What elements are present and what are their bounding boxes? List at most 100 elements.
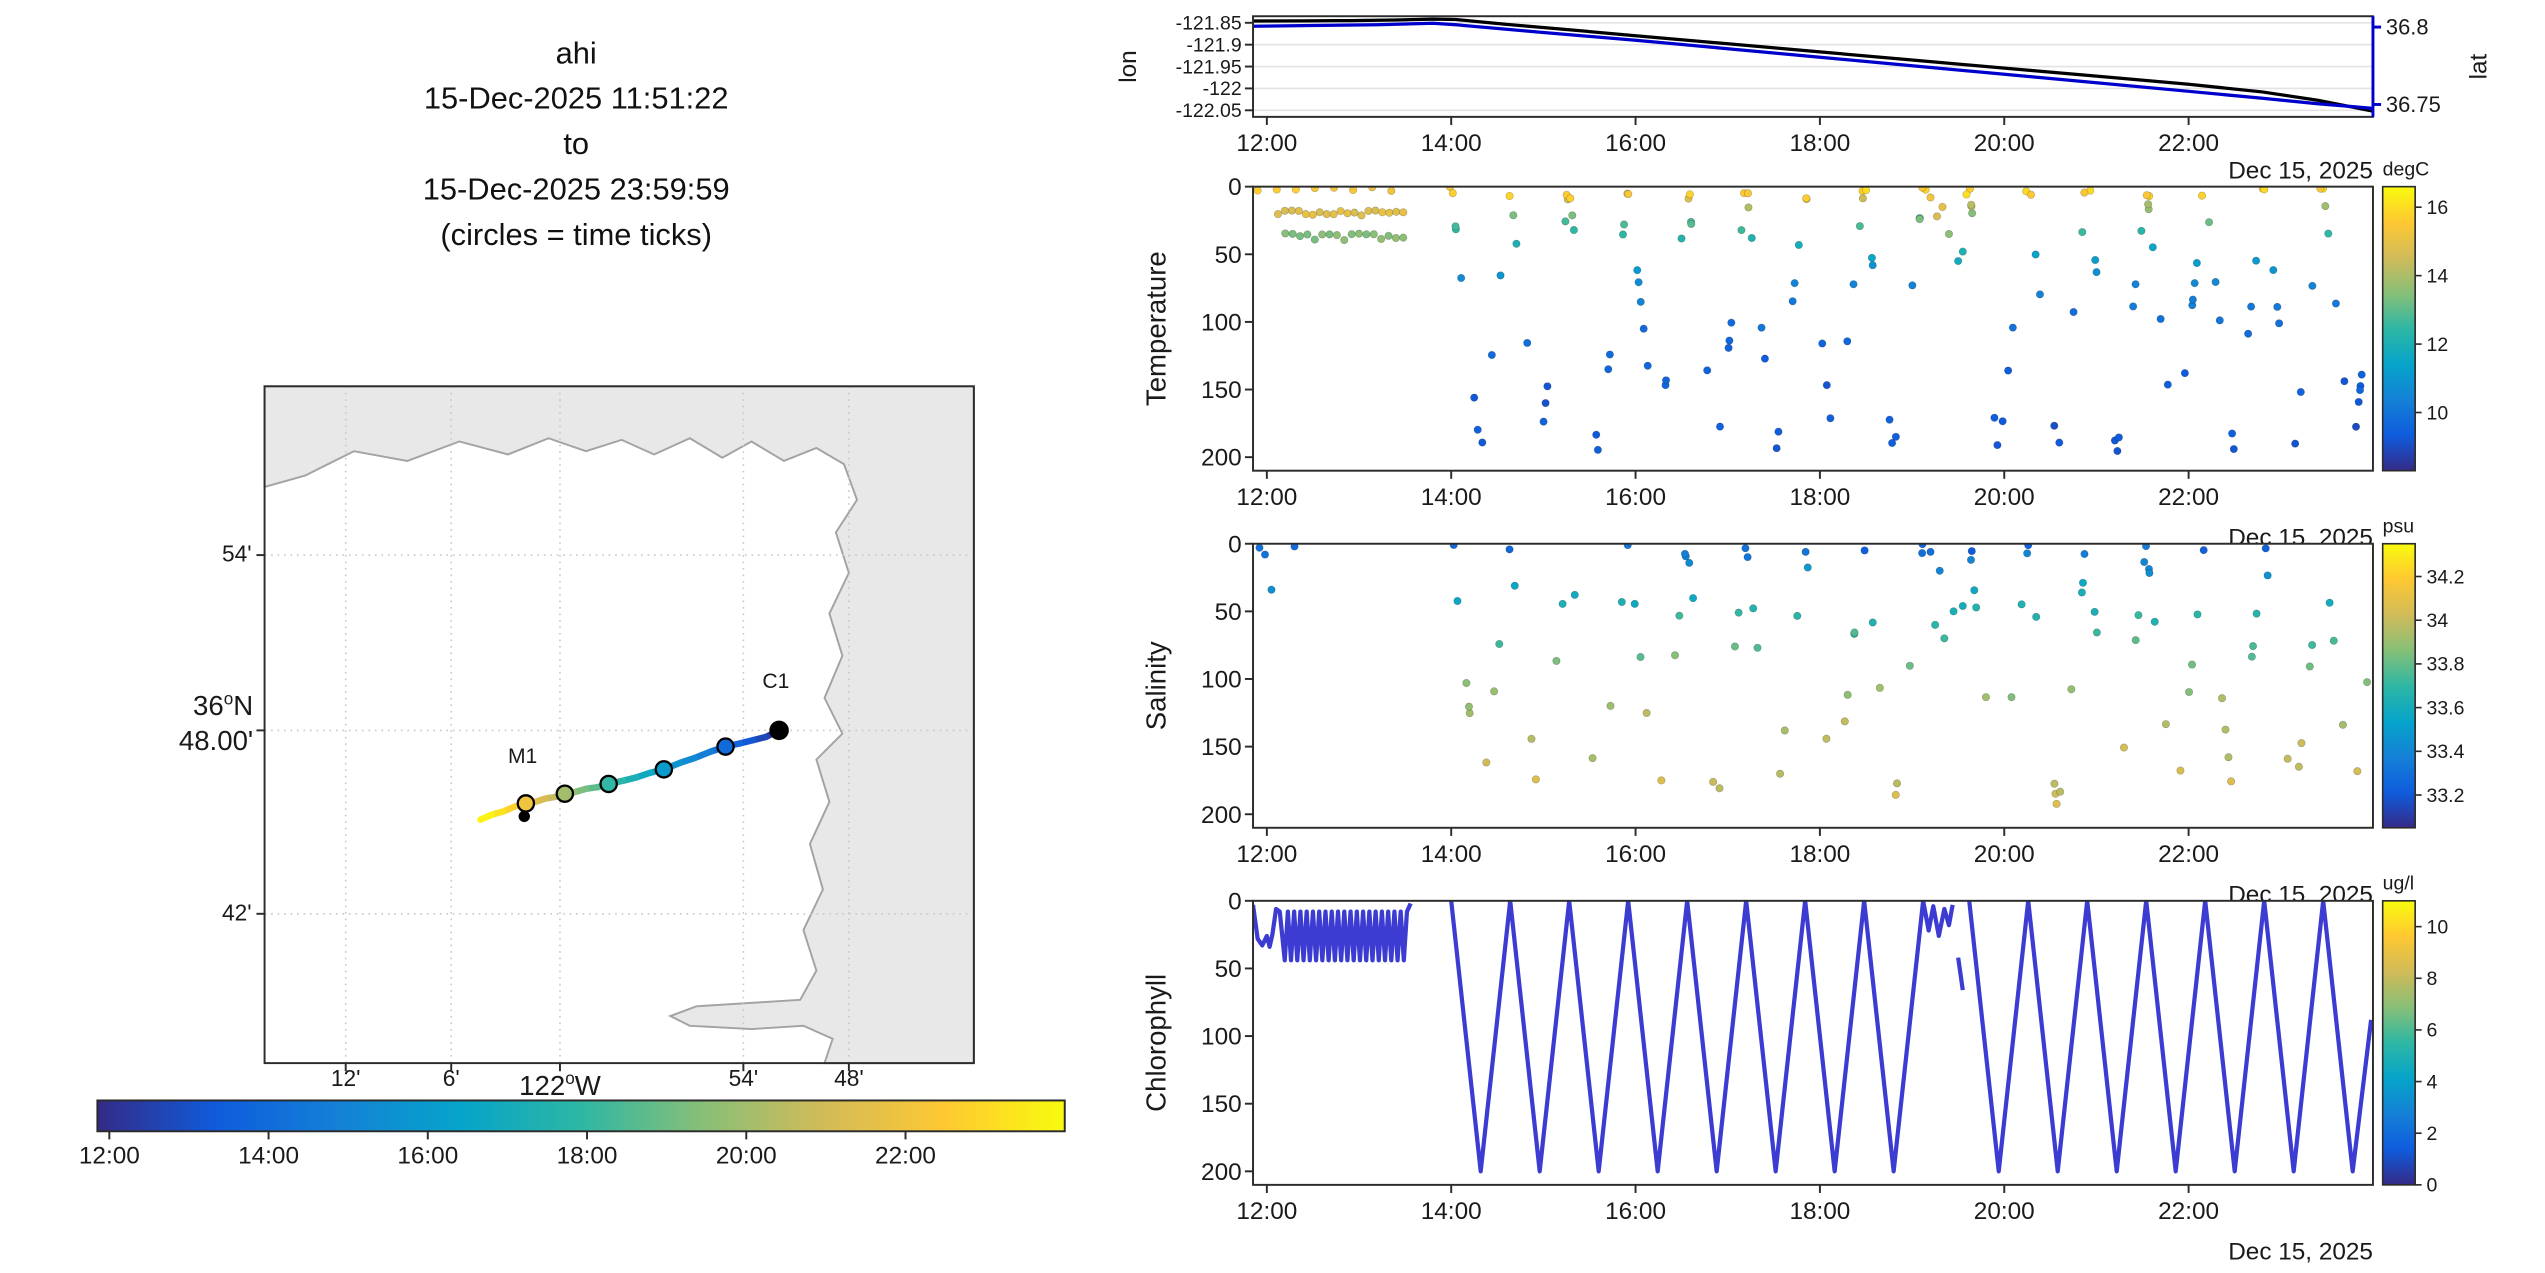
temperature-point — [1310, 235, 1319, 244]
chlorophyll-xtick-label: 20:00 — [1974, 1198, 2035, 1225]
salinity-point — [2363, 678, 2372, 687]
temperature-point — [1743, 189, 1753, 198]
salinity-point — [2150, 617, 2159, 626]
salinity-point — [2161, 720, 2170, 729]
temperature-point — [1371, 206, 1380, 215]
temperature-point — [1470, 393, 1479, 402]
salinity-point — [2325, 598, 2334, 607]
chlorophyll-colorbar-tick-label: 2 — [2427, 1123, 2438, 1145]
temperature-point — [1891, 432, 1900, 441]
lat-line — [1253, 21, 2373, 110]
lat-tick-label: 36.8 — [2386, 15, 2429, 40]
salinity-point — [1657, 776, 1666, 785]
salinity-point — [1749, 604, 1758, 613]
lon-tick-label: -121.9 — [1186, 34, 1241, 56]
temperature-point — [1399, 233, 1408, 242]
temperature-plot-bg — [1253, 186, 2373, 471]
salinity-colorbar-tick-label: 33.8 — [2427, 654, 2465, 676]
salinity-point — [2252, 609, 2261, 618]
chlorophyll-colorbar — [2381, 900, 2416, 1186]
salinity-point — [1588, 754, 1597, 763]
temperature-point — [2260, 186, 2269, 194]
mooring-m1-label: M1 — [508, 745, 537, 768]
salinity-point — [1753, 643, 1762, 652]
temperature-point — [2355, 386, 2365, 395]
chlorophyll-ytick-label: 150 — [1201, 1091, 1242, 1118]
salinity-point — [1531, 775, 1540, 784]
lat-tick-label: 36.75 — [2386, 92, 2441, 117]
temperature-point — [2113, 446, 2122, 456]
salinity-point — [2297, 739, 2306, 748]
time-colorbar-gradient — [96, 1099, 1066, 1133]
salinity-xtick-label: 12:00 — [1236, 841, 1297, 868]
temperature-point — [1818, 339, 1827, 348]
temperature-point — [1624, 190, 1633, 199]
temperature-point — [2211, 277, 2220, 287]
temperature-point — [2144, 200, 2153, 209]
temperature-point — [1794, 240, 1803, 250]
salinity-point — [1449, 543, 1458, 550]
temperature-point — [1512, 239, 1521, 248]
temperature-point — [2190, 279, 2199, 288]
temperature-point — [1915, 215, 1924, 224]
lon-tick-label: -122.05 — [1176, 100, 1242, 122]
salinity-point — [2248, 642, 2258, 651]
salinity-point — [1868, 618, 1877, 627]
temperature-point — [2148, 243, 2157, 252]
time-tick-circle — [516, 794, 536, 813]
temperature-frame — [1252, 185, 2374, 472]
salinity-point — [1981, 693, 1991, 702]
temperature-point — [2308, 281, 2317, 290]
temperature-point — [1826, 414, 1835, 423]
salinity-point — [2329, 636, 2338, 645]
temperature-point — [1287, 206, 1296, 215]
salinity-point — [2221, 725, 2230, 734]
salinity-point — [1606, 701, 1615, 710]
temperature-colorbar — [2381, 185, 2416, 472]
temperature-point — [1703, 366, 1712, 375]
temperature-colorbar-tick-label: 16 — [2427, 197, 2449, 219]
salinity-point — [1558, 599, 1567, 608]
salinity-point — [1715, 784, 1724, 793]
temperature-point — [2316, 186, 2325, 193]
salinity-point — [1918, 549, 1927, 558]
temperature-point — [1619, 220, 1629, 229]
temperature-point — [1958, 247, 1967, 256]
temperature-point — [1993, 441, 2002, 450]
temperature-point — [1822, 381, 1831, 390]
temperature-point — [2080, 188, 2089, 197]
lonlat-xtick-label: 22:00 — [2158, 130, 2219, 157]
lonlat-lines-group — [1253, 17, 2373, 113]
temperature-point — [2205, 218, 2214, 227]
temperature-point — [1336, 207, 1345, 216]
temperature-point — [1487, 350, 1496, 360]
chlorophyll-depth-line — [1449, 900, 1955, 1174]
chlorophyll-colorbar-tick-label: 10 — [2427, 916, 2449, 938]
temperature-point — [1908, 281, 1917, 290]
temperature-colorbar-tick-label: 14 — [2427, 265, 2449, 287]
temperature-point — [2026, 190, 2036, 199]
temperature-point — [1849, 280, 1858, 289]
temperature-point — [2197, 191, 2207, 200]
salinity-point — [2056, 787, 2065, 796]
salinity-point — [2227, 777, 2236, 786]
temperature-xtick-label: 22:00 — [2158, 484, 2219, 511]
temperature-point — [2340, 377, 2349, 386]
salinity-colorbar-tick-label: 34.2 — [2427, 566, 2465, 588]
lon-tick-label: -122 — [1203, 78, 1242, 100]
temperature-point — [2129, 302, 2138, 311]
temperature-point — [1566, 194, 1575, 203]
temperature-point — [2228, 429, 2237, 438]
temperature-point — [2275, 319, 2284, 328]
temperature-point — [1998, 417, 2007, 426]
salinity-point — [2283, 754, 2292, 763]
temperature-ytick-label: 100 — [1201, 309, 1242, 336]
salinity-colorbar-tick-label: 33.6 — [2427, 697, 2465, 719]
lonlat-date-label: Dec 15, 2025 — [2228, 158, 2373, 185]
temperature-point — [1301, 210, 1310, 219]
salinity-point — [1680, 549, 1690, 558]
map-time-colorbar: 12:00 14:00 16:00 18:00 20:00 22:00 — [79, 1099, 1066, 1170]
salinity-point — [1905, 661, 1914, 670]
map-lat-main-label-line1: 36oN — [193, 689, 254, 722]
temperature-point — [2035, 290, 2045, 299]
